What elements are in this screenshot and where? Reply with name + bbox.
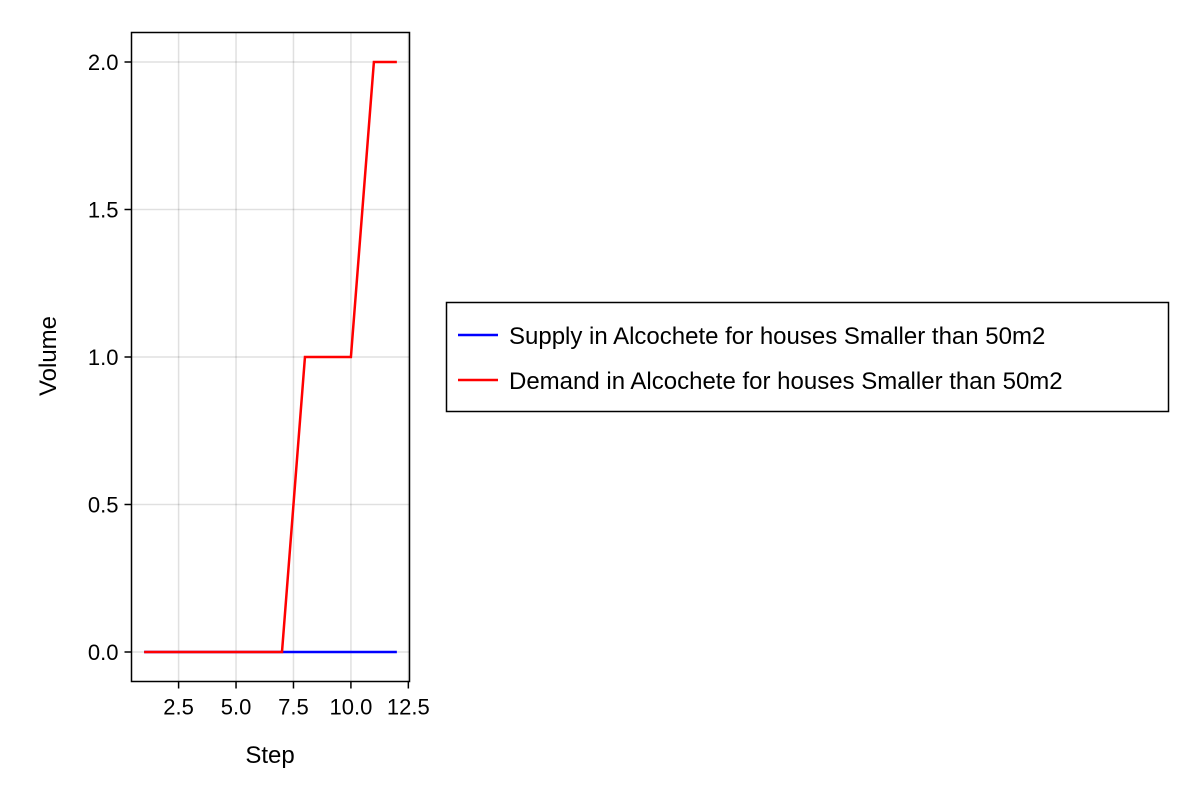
y-axis-label: Volume	[35, 316, 62, 396]
series-lines	[144, 60, 397, 654]
x-tick-label: 7.5	[278, 695, 309, 720]
x-tick-label: 12.5	[387, 695, 430, 720]
y-tick-label: 2.0	[88, 50, 119, 75]
y-tick-label: 1.0	[88, 345, 119, 370]
axis-ticks: 2.5 5.0 7.5 10.0 12.5 0.0 0.5 1.0 1.5 2.0	[88, 50, 430, 720]
legend-box	[445, 301, 1170, 413]
y-tick-label: 1.5	[88, 198, 119, 223]
y-tick-label: 0.5	[88, 493, 119, 518]
x-tick-label: 5.0	[221, 695, 252, 720]
legend: Supply in Alcochete for houses Smaller t…	[445, 301, 1170, 413]
series-line-demand	[144, 60, 397, 654]
legend-items: Supply in Alcochete for houses Smaller t…	[458, 323, 1063, 395]
legend-label: Demand in Alcochete for houses Smaller t…	[509, 368, 1063, 395]
legend-label: Supply in Alcochete for houses Smaller t…	[509, 323, 1045, 350]
y-tick-label: 0.0	[88, 640, 119, 665]
x-tick-label: 10.0	[329, 695, 372, 720]
x-axis-label: Step	[245, 742, 294, 769]
x-tick-label: 2.5	[163, 695, 194, 720]
